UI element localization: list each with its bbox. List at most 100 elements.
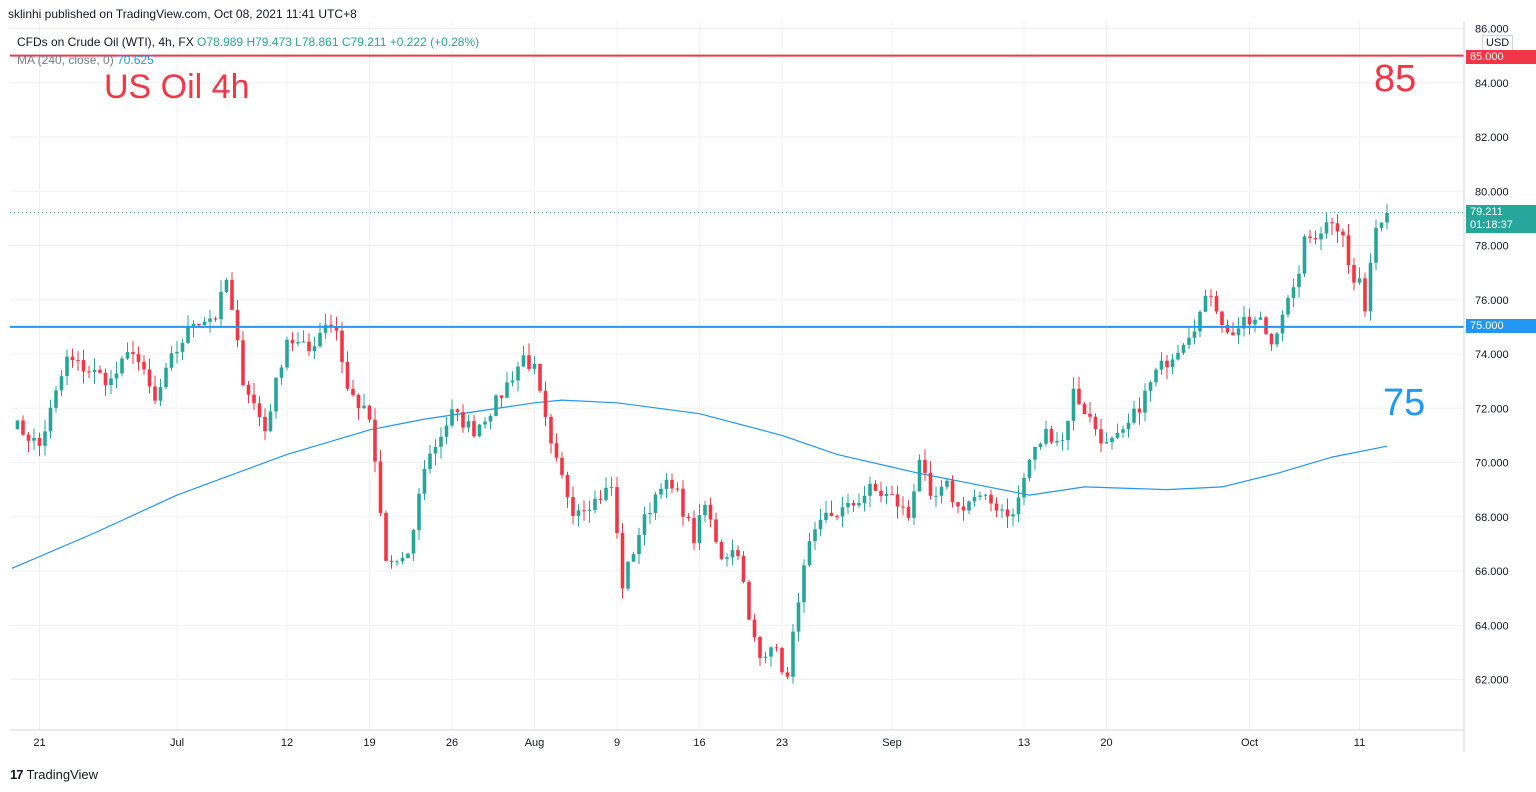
candle-body [37, 437, 42, 446]
y-tick-label: 66.000 [1475, 566, 1509, 578]
candle-body [736, 550, 740, 556]
candle-body [554, 443, 559, 458]
candle-body [851, 502, 856, 506]
candle-body [147, 369, 152, 387]
candle-body [983, 494, 988, 496]
candle-body [725, 557, 729, 559]
candle-body [1143, 390, 1147, 413]
candle-body [653, 494, 658, 513]
x-tick-label: 26 [446, 737, 458, 749]
candle-body [1170, 359, 1175, 368]
candle-body [1368, 262, 1373, 312]
candle-body [1137, 408, 1142, 413]
candle-body [840, 507, 845, 517]
candle-body [26, 434, 31, 441]
candle-body [257, 403, 262, 417]
candle-body [758, 636, 762, 658]
candle-body [340, 330, 344, 362]
candle-body [802, 565, 806, 603]
candle-body [1385, 212, 1389, 223]
candle-body [1280, 314, 1285, 334]
candle-body [274, 377, 278, 412]
legend-symbol-row: CFDs on Crude Oil (WTI), 4h, FX O78.989 … [17, 35, 479, 49]
candle-body [433, 446, 438, 454]
candle-body [301, 341, 306, 343]
candle-body [769, 647, 773, 657]
candle-body [1374, 227, 1378, 263]
candle-body [131, 352, 135, 355]
legend-open: O78.989 [197, 35, 244, 49]
candle-body [730, 550, 735, 558]
candle-body [1176, 352, 1180, 360]
candle-body [120, 358, 124, 374]
y-tick-label: 84.000 [1475, 78, 1509, 90]
candle-body [1253, 319, 1257, 325]
candle-body [774, 647, 779, 649]
candle-body [1148, 382, 1153, 391]
candle-body [158, 387, 163, 401]
candle-body [648, 512, 652, 515]
candle-body [125, 352, 130, 359]
candle-body [1209, 295, 1213, 297]
candle-body [1154, 369, 1158, 383]
candle-body [246, 384, 251, 395]
candle-body [791, 631, 795, 677]
candle-body [21, 420, 25, 435]
candle-body [153, 386, 157, 401]
candle-body [197, 323, 201, 326]
candle-body [620, 532, 625, 589]
candle-body [961, 506, 966, 511]
x-tick-label: 9 [614, 737, 620, 749]
level-high-annotation: 85 [1374, 58, 1417, 100]
candle-body [1165, 360, 1169, 368]
candle-body [1220, 311, 1224, 325]
candle-body [1011, 514, 1015, 517]
candle-body [785, 672, 790, 677]
candle-body [747, 581, 751, 620]
ma-value: 70.625 [117, 53, 154, 67]
candle-body [994, 503, 999, 511]
x-tick-label: 12 [281, 737, 293, 749]
candle-body [367, 405, 372, 420]
x-tick-label: 23 [776, 737, 788, 749]
candle-body [1132, 408, 1136, 423]
candle-body [1104, 442, 1109, 444]
candle-body [422, 468, 427, 494]
candle-body [576, 510, 581, 516]
bar-countdown: 01:18:37 [1470, 219, 1513, 231]
candle-body [1275, 333, 1279, 345]
candle-body [906, 507, 911, 518]
footer-brand[interactable]: 17 TradingView [10, 767, 98, 782]
candle-body [411, 530, 416, 554]
candle-body [626, 561, 630, 589]
candle-body [516, 366, 520, 381]
candle-body [796, 602, 801, 632]
x-tick-label: 19 [363, 737, 375, 749]
candle-body [1066, 420, 1070, 441]
candle-body [219, 291, 223, 320]
candle-body [1203, 295, 1208, 312]
candle-body [664, 479, 669, 489]
candle-body [510, 380, 515, 383]
candle-body [1192, 331, 1197, 338]
candle-body [989, 494, 993, 504]
y-tick-label: 70.000 [1475, 458, 1509, 470]
candle-body [1308, 236, 1312, 239]
legend-high: H79.473 [246, 35, 292, 49]
candle-body [1341, 231, 1345, 236]
candle-body [1247, 316, 1252, 325]
candle-body [1044, 428, 1048, 444]
level-high-price-tag: 85.000 [1466, 50, 1536, 64]
tradingview-logo-icon: 17 [10, 767, 24, 782]
candle-body [312, 346, 317, 352]
candle-body [136, 354, 141, 362]
candle-body [428, 453, 432, 469]
candle-body [1357, 278, 1362, 283]
candle-body [477, 424, 482, 437]
currency-label[interactable]: USD [1482, 35, 1514, 51]
candle-body [928, 472, 933, 496]
candle-body [455, 409, 460, 413]
candle-body [466, 421, 471, 428]
candle-body [362, 405, 366, 409]
